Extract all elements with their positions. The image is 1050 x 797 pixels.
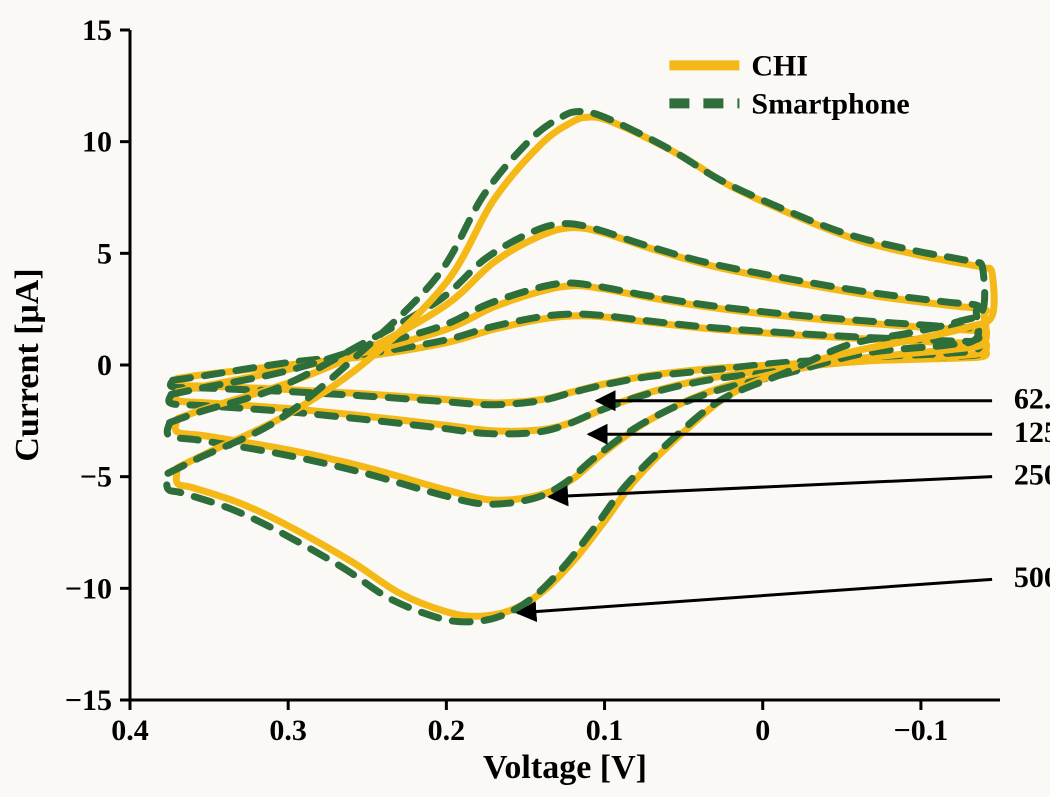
annotation-label: 62.5 μM	[1014, 383, 1050, 416]
y-tick-label: 0	[97, 349, 112, 382]
y-tick-label: −15	[65, 684, 112, 717]
chart-svg: −15 −10 −5 0 5 10 15 0.4 0.3 0.2 0.1 0 −0.1 Voltage […	[0, 0, 1050, 797]
y-tick-label: 5	[97, 237, 112, 270]
annotation-label: 250 μM	[1014, 458, 1050, 491]
y-axis-label: Current [μA]	[9, 268, 46, 461]
x-tick-label: −0.1	[894, 714, 949, 747]
y-tick-label: −10	[65, 572, 112, 605]
y-tick-label: 15	[82, 14, 112, 47]
x-tick-label: 0.3	[269, 714, 307, 747]
x-tick-label: 0	[755, 714, 770, 747]
x-tick-label: 0.2	[428, 714, 466, 747]
annotation-label: 125 μM	[1014, 416, 1050, 449]
x-tick-label: 0.1	[586, 714, 624, 747]
legend-label-smartphone: Smartphone	[751, 87, 909, 120]
legend-label-chi: CHI	[751, 49, 808, 82]
x-axis-label: Voltage [V]	[483, 749, 647, 786]
annotation-label: 500 μM	[1014, 561, 1050, 594]
y-tick-label: 10	[82, 126, 112, 159]
x-tick-label: 0.4	[111, 714, 149, 747]
y-tick-label: −5	[80, 461, 112, 494]
cv-chart: −15 −10 −5 0 5 10 15 0.4 0.3 0.2 0.1 0 −0.1 Voltage […	[0, 0, 1050, 797]
